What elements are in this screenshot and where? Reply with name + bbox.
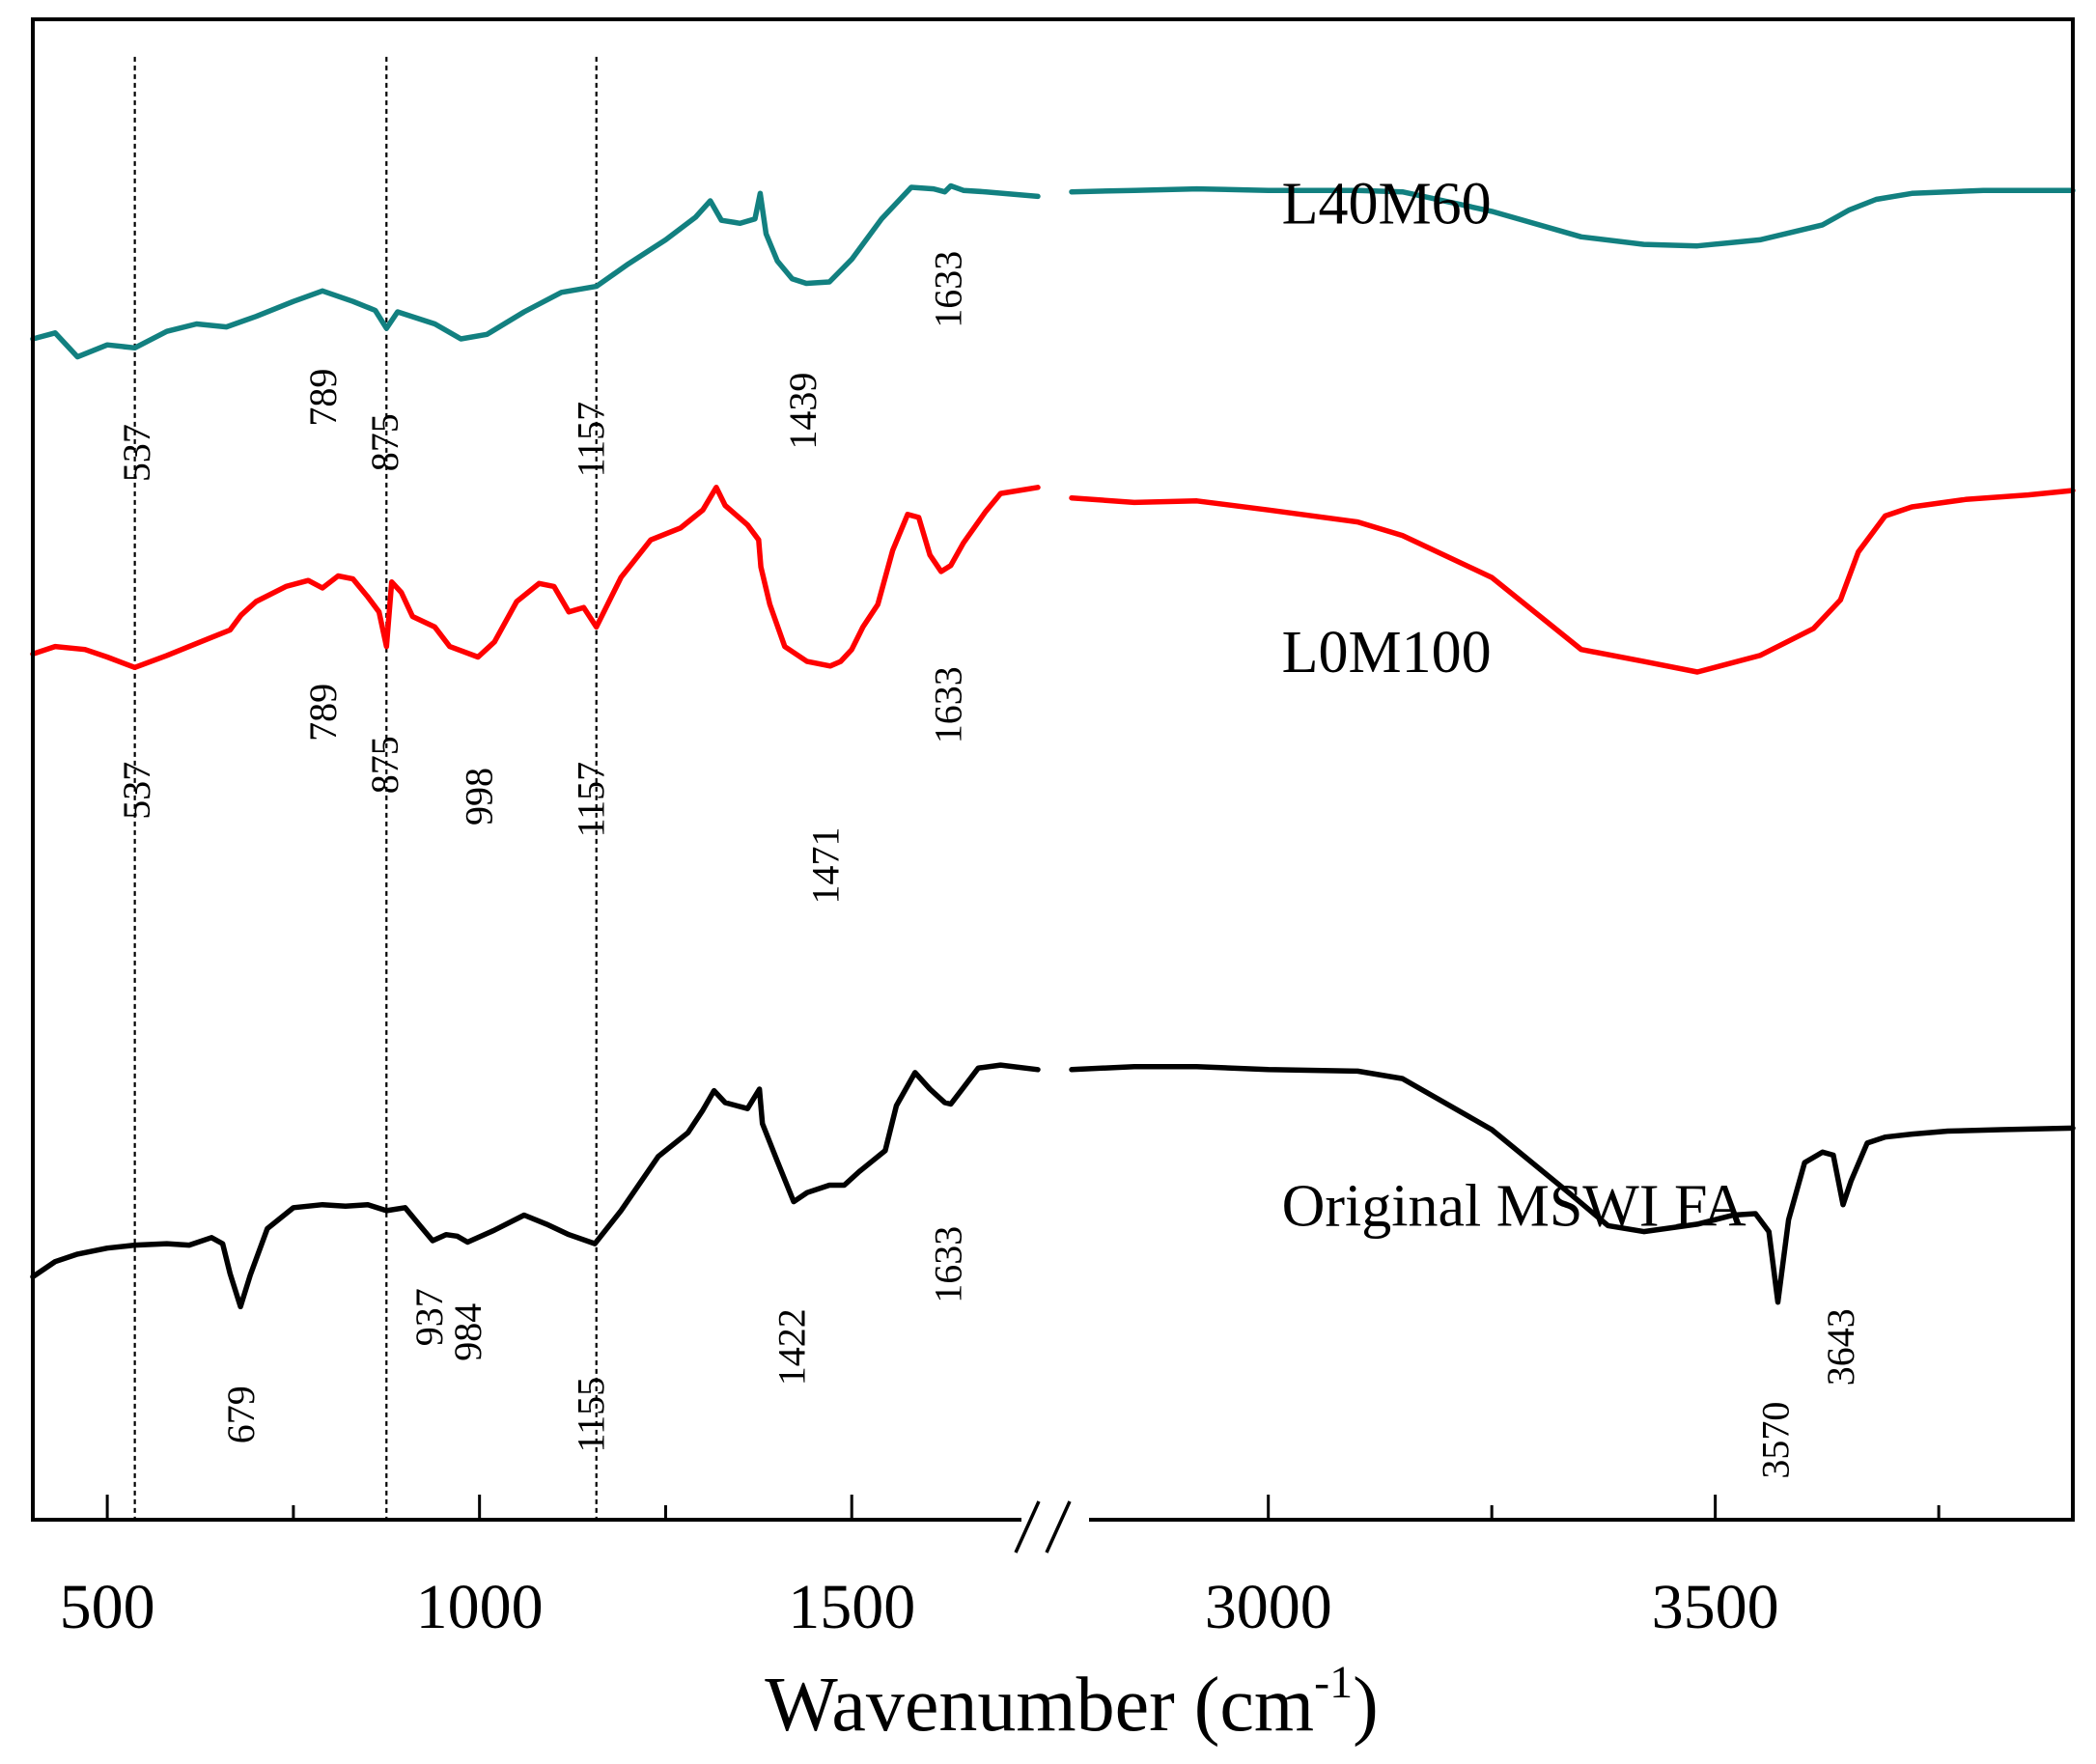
x-tick-label-1500: 1500 xyxy=(788,1572,915,1642)
series-line-l0m100-seg2 xyxy=(1069,488,2076,675)
series-label-l0m100: L0M100 xyxy=(1282,620,1492,686)
peak-label-1633-18: 1633 xyxy=(926,1226,969,1303)
series-line-original-mswi-fa-seg2 xyxy=(1069,1063,2076,1305)
peak-label-937-14: 937 xyxy=(407,1288,451,1346)
peak-label-1633-5: 1633 xyxy=(926,251,969,328)
series-layer xyxy=(30,182,2076,1310)
x-axis-title-superscript: -1 xyxy=(1314,1657,1353,1708)
x-axis-title-main: Wavenumber (cm xyxy=(765,1663,1314,1748)
series-line-l0m100-seg1 xyxy=(30,485,1041,671)
axis-break-mark-right xyxy=(1045,1500,1072,1554)
peak-label-1422-17: 1422 xyxy=(770,1308,814,1386)
x-axis-ticks: 500 1000 1500 3000 3500 xyxy=(60,1495,1941,1642)
peak-label-984-15: 984 xyxy=(446,1303,489,1361)
peak-labels: 537 789 875 1157 1439 1633 537 789 875 998 1157 147… xyxy=(115,251,1862,1479)
plot-frame xyxy=(31,17,2075,1522)
x-axis-title-close: ) xyxy=(1353,1663,1379,1748)
peak-label-1439-4: 1439 xyxy=(781,373,824,450)
series-labels: L40M60 L0M100 Original MSWI FA xyxy=(1282,171,1747,1239)
peak-label-3643-20: 3643 xyxy=(1819,1308,1862,1386)
reference-lines xyxy=(133,56,598,1520)
peak-label-679-13: 679 xyxy=(219,1386,263,1443)
peak-label-1155-16: 1155 xyxy=(569,1377,612,1453)
x-tick-label-1000: 1000 xyxy=(416,1572,544,1642)
peak-label-998-9: 998 xyxy=(458,768,501,826)
series-line-l40m60-seg2 xyxy=(1069,185,2076,249)
series-label-original-mswi-fa: Original MSWI FA xyxy=(1282,1173,1747,1239)
series-line-original-mswi-fa-seg1 xyxy=(30,1062,1041,1310)
peak-label-1471-11: 1471 xyxy=(803,827,847,905)
axis-break xyxy=(1014,1500,1089,1554)
peak-label-1633-12: 1633 xyxy=(926,666,969,743)
peak-label-875-8: 875 xyxy=(363,736,406,794)
x-tick-label-3500: 3500 xyxy=(1652,1572,1779,1642)
peak-label-789-7: 789 xyxy=(301,684,345,742)
peak-label-1157-3: 1157 xyxy=(569,402,612,478)
peak-label-789-1: 789 xyxy=(301,369,345,427)
peak-label-1157-10: 1157 xyxy=(569,762,612,838)
axis-break-mark-left xyxy=(1014,1500,1041,1554)
peak-label-875-2: 875 xyxy=(363,413,406,471)
x-axis-title: Wavenumber (cm-1) xyxy=(765,1657,1379,1748)
x-tick-label-3000: 3000 xyxy=(1205,1572,1332,1642)
series-line-l40m60-seg1 xyxy=(30,182,1041,360)
x-tick-label-500: 500 xyxy=(60,1572,155,1642)
series-label-l40m60: L40M60 xyxy=(1282,171,1492,237)
peak-label-537-6: 537 xyxy=(115,762,158,820)
peak-label-537-0: 537 xyxy=(115,424,158,482)
peak-label-3570-19: 3570 xyxy=(1753,1402,1797,1479)
